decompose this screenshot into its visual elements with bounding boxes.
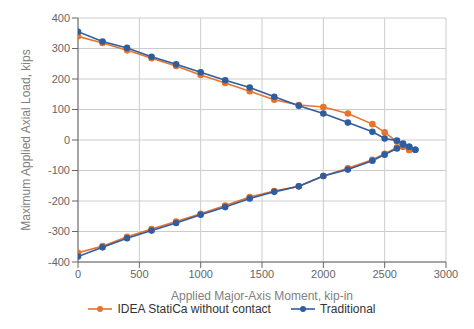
svg-text:2000: 2000 [311, 268, 335, 280]
svg-text:3000: 3000 [434, 268, 458, 280]
svg-text:1500: 1500 [250, 268, 274, 280]
svg-text:500: 500 [130, 268, 148, 280]
html-text:Traditional: Traditional [319, 302, 376, 316]
svg-text:0: 0 [75, 268, 81, 280]
html-text:IDEA StatiCa without contact: IDEA StatiCa without contact [117, 302, 271, 316]
svg-text:2500: 2500 [372, 268, 396, 280]
svg-text:0: 0 [64, 134, 70, 146]
svg-text:-300: -300 [48, 225, 70, 237]
svg-text:Maximum Applied Axial Load, ki: Maximum Applied Axial Load, kips [19, 49, 33, 230]
svg-text:100: 100 [52, 103, 70, 115]
svg-text:200: 200 [52, 73, 70, 85]
svg-text:300: 300 [52, 42, 70, 54]
svg-text:-100: -100 [48, 164, 70, 176]
svg-text:1000: 1000 [188, 268, 212, 280]
svg-text:-200: -200 [48, 195, 70, 207]
svg-text:-400: -400 [48, 256, 70, 268]
svg-text:Applied Major-Axis Moment, kip: Applied Major-Axis Moment, kip-in [171, 289, 353, 303]
svg-text:400: 400 [52, 12, 70, 24]
